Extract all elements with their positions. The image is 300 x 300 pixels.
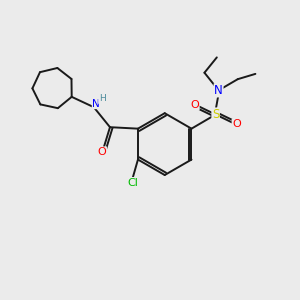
Text: S: S: [212, 108, 219, 121]
Text: O: O: [232, 119, 241, 129]
Text: N: N: [214, 84, 223, 97]
Text: Cl: Cl: [127, 178, 138, 188]
Text: N: N: [92, 99, 100, 109]
Text: O: O: [98, 147, 106, 157]
Text: O: O: [190, 100, 199, 110]
Text: H: H: [99, 94, 105, 103]
